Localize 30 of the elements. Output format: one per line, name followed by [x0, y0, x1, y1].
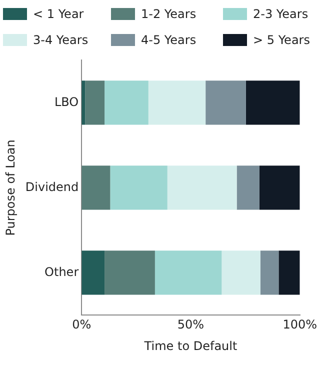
bar [154, 250, 222, 295]
bar [259, 166, 300, 210]
x-tick-label: 100% [282, 318, 318, 332]
legend-label: 1-2 Years [141, 7, 196, 21]
bar [278, 250, 300, 295]
bar [148, 80, 206, 125]
bar [104, 80, 148, 125]
x-axis-title: Time to Default [143, 338, 238, 353]
bar [110, 166, 168, 210]
x-tick-label: 50% [177, 318, 204, 332]
bar [82, 166, 110, 210]
legend-label: > 5 Years [253, 33, 310, 47]
legend-label: < 1 Year [33, 7, 84, 21]
bar [246, 80, 300, 125]
bar [236, 166, 260, 210]
y-tick-label: Other [44, 264, 79, 279]
legend-label: 3-4 Years [33, 33, 88, 47]
bar [167, 166, 237, 210]
x-tick-label: 0% [72, 318, 92, 332]
bar [82, 250, 105, 295]
legend-label: 4-5 Years [141, 33, 196, 47]
bar [104, 250, 155, 295]
bar [206, 80, 246, 125]
legend-label: 2-3 Years [253, 7, 308, 21]
bar [222, 250, 260, 295]
bar [260, 250, 279, 295]
y-tick-label: Dividend [25, 180, 79, 194]
y-tick-label: LBO [54, 94, 79, 109]
bar [85, 80, 105, 125]
y-axis-title: Purpose of Loan [3, 140, 18, 236]
